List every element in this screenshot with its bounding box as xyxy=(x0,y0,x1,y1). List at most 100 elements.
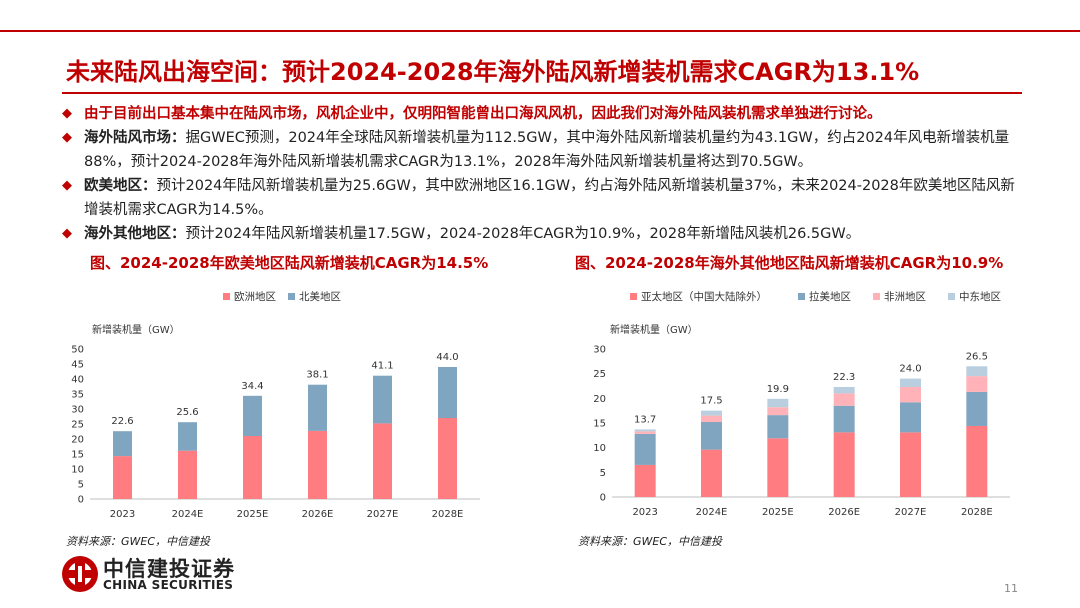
bar-total-label: 44.0 xyxy=(436,352,458,363)
bar-segment xyxy=(178,422,197,451)
bullet-item: ◆ 海外其他地区：预计2024年陆风新增装机量17.5GW，2024-2028年… xyxy=(62,222,1022,246)
x-tick-label: 2024E xyxy=(172,509,204,520)
bar-segment xyxy=(767,398,789,408)
bar-segment xyxy=(767,407,789,416)
bar-segment xyxy=(243,436,262,499)
bar-segment xyxy=(701,449,722,497)
bar-segment xyxy=(767,438,789,497)
source-note-right: 资料来源：GWEC，中信建投 xyxy=(578,535,723,548)
bar-segment xyxy=(438,418,457,499)
y-tick-label: 10 xyxy=(71,465,84,476)
bar-segment xyxy=(308,384,327,431)
bar-segment xyxy=(634,433,656,465)
legend-swatch xyxy=(948,293,955,300)
x-tick-label: 2027E xyxy=(895,507,927,518)
page-title: 未来陆风出海空间：预计2024-2028年海外陆风新增装机需求CAGR为13.1… xyxy=(66,58,920,86)
bar-total-label: 13.7 xyxy=(634,414,656,425)
bar-segment xyxy=(900,402,921,433)
x-tick-label: 2027E xyxy=(367,509,399,520)
bar-total-label: 17.5 xyxy=(700,396,722,407)
bullet-label: 海外陆风市场： xyxy=(84,130,186,146)
bar-total-label: 38.1 xyxy=(306,370,328,381)
bar-total-label: 24.0 xyxy=(899,364,921,375)
x-tick-label: 2026E xyxy=(302,509,334,520)
bar-total-label: 34.4 xyxy=(241,381,263,392)
bar-segment xyxy=(178,450,197,499)
bar-total-label: 22.3 xyxy=(833,372,855,383)
bar-total-label: 25.6 xyxy=(176,407,198,418)
bar-segment xyxy=(373,423,392,499)
y-tick-label: 15 xyxy=(71,450,84,461)
y-tick-label: 45 xyxy=(71,360,84,371)
logo-text-en: CHINA SECURITIES xyxy=(103,578,234,592)
bar-segment xyxy=(113,456,132,499)
legend-swatch xyxy=(798,293,805,300)
source-note-left: 资料来源：GWEC，中信建投 xyxy=(66,535,211,548)
y-tick-label: 25 xyxy=(71,420,84,431)
bar-segment xyxy=(373,375,392,424)
legend-label: 非洲地区 xyxy=(884,290,926,303)
legend-label: 北美地区 xyxy=(299,290,341,303)
chart-title-right: 图、2024-2028年海外其他地区陆风新增装机CAGR为10.9% xyxy=(575,254,1004,272)
citic-logo-icon xyxy=(62,556,98,592)
y-tick-label: 20 xyxy=(71,435,84,446)
bar-segment xyxy=(833,405,855,433)
y-tick-label: 10 xyxy=(593,443,606,454)
bar-segment xyxy=(701,422,722,450)
y-tick-label: 5 xyxy=(600,468,606,479)
bullet-item: ◆ 海外陆风市场：据GWEC预测，2024年全球陆风新增装机量为112.5GW，… xyxy=(62,126,1022,174)
title-underline xyxy=(62,92,1022,94)
legend-label: 拉美地区 xyxy=(809,290,851,303)
bar-segment xyxy=(634,464,656,497)
bullet-list: ◆ 由于目前出口基本集中在陆风市场，风机企业中，仅明阳智能曾出口海风风机，因此我… xyxy=(62,102,1022,246)
legend-swatch xyxy=(288,293,295,300)
page-number: 11 xyxy=(1004,582,1018,595)
x-tick-label: 2023 xyxy=(632,507,657,518)
legend-swatch xyxy=(873,293,880,300)
bar-segment xyxy=(701,410,722,416)
y-tick-label: 25 xyxy=(593,369,606,380)
y-tick-label: 0 xyxy=(78,495,84,506)
x-tick-label: 2028E xyxy=(432,509,464,520)
y-tick-label: 40 xyxy=(71,375,84,386)
company-logo: 中信建投证券 CHINA SECURITIES xyxy=(60,553,260,598)
x-tick-label: 2025E xyxy=(762,507,794,518)
y-tick-label: 15 xyxy=(593,419,606,430)
bar-segment xyxy=(900,378,921,387)
y-axis-label: 新增装机量（GW） xyxy=(92,323,180,336)
x-tick-label: 2024E xyxy=(696,507,728,518)
bar-segment xyxy=(966,366,988,377)
y-tick-label: 20 xyxy=(593,394,606,405)
diamond-bullet-icon: ◆ xyxy=(62,178,72,193)
bar-segment xyxy=(113,431,132,457)
y-tick-label: 0 xyxy=(600,493,606,504)
bar-total-label: 19.9 xyxy=(767,384,789,395)
chart-title-left: 图、2024-2028年欧美地区陆风新增装机CAGR为14.5% xyxy=(90,254,489,272)
bar-segment xyxy=(900,432,921,497)
bar-segment xyxy=(833,393,855,406)
bullet-text: 由于目前出口基本集中在陆风市场，风机企业中，仅明阳智能曾出口海风风机，因此我们对… xyxy=(84,106,882,122)
bullet-label: 欧美地区： xyxy=(84,178,157,194)
diamond-bullet-icon: ◆ xyxy=(62,106,72,121)
bullet-text: 据GWEC预测，2024年全球陆风新增装机量为112.5GW，其中海外陆风新增装… xyxy=(84,130,1010,170)
legend-label: 中东地区 xyxy=(959,290,1001,303)
bar-segment xyxy=(767,415,789,439)
bar-segment xyxy=(833,386,855,394)
diamond-bullet-icon: ◆ xyxy=(62,130,72,145)
y-axis-label: 新增装机量（GW） xyxy=(610,323,698,336)
bullet-item: ◆ 由于目前出口基本集中在陆风市场，风机企业中，仅明阳智能曾出口海风风机，因此我… xyxy=(62,102,1022,126)
bar-segment xyxy=(966,376,988,392)
bullet-text: 预计2024年陆风新增装机量17.5GW，2024-2028年CAGR为10.9… xyxy=(185,226,861,242)
x-tick-label: 2028E xyxy=(961,507,993,518)
bar-segment xyxy=(634,431,656,434)
bar-segment xyxy=(634,429,656,432)
bar-segment xyxy=(243,395,262,436)
bar-segment xyxy=(308,430,327,499)
y-tick-label: 30 xyxy=(71,405,84,416)
legend-label: 亚太地区（中国大陆除外） xyxy=(641,290,767,303)
bar-segment xyxy=(833,432,855,497)
x-tick-label: 2023 xyxy=(110,509,135,520)
bar-total-label: 41.1 xyxy=(371,361,393,372)
bar-total-label: 22.6 xyxy=(111,416,133,427)
